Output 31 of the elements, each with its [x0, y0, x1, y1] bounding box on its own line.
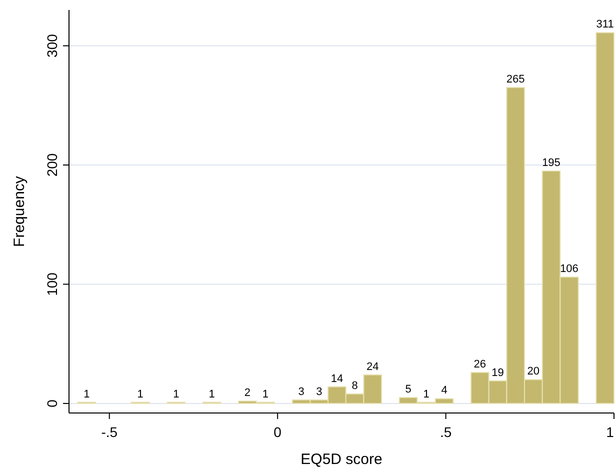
x-tick-label: -.5: [101, 424, 118, 440]
y-tick-label: 200: [44, 153, 60, 177]
data-label: 265: [506, 74, 525, 86]
data-label: 4: [441, 384, 448, 397]
data-label: 1: [173, 388, 180, 400]
x-tick-label: 1: [606, 424, 614, 440]
data-label: 24: [366, 360, 379, 373]
data-label: 1: [262, 388, 269, 400]
data-label: 5: [405, 384, 412, 396]
data-label: 1: [84, 388, 90, 400]
y-axis-title: Frequency: [11, 176, 28, 247]
data-label: 26: [474, 358, 486, 370]
x-tick-label: 0: [274, 424, 282, 440]
data-label: 3: [316, 386, 322, 398]
y-tick-label: 100: [44, 272, 60, 296]
data-label: 195: [542, 156, 560, 169]
x-tick-label: .5: [440, 424, 452, 440]
data-label: 19: [492, 366, 504, 379]
data-label: 8: [352, 380, 358, 392]
data-label: 3: [298, 386, 304, 398]
data-label: 20: [527, 366, 540, 378]
data-label: 1: [423, 388, 430, 400]
y-tick-label: 300: [44, 34, 60, 58]
data-label: 106: [560, 263, 578, 276]
data-label: 311: [596, 18, 614, 31]
x-axis-title: EQ5D score: [300, 451, 382, 468]
data-label: 1: [137, 388, 144, 400]
data-label: 2: [244, 387, 251, 400]
y-tick-label: 0: [44, 399, 60, 408]
data-label: 1: [208, 388, 215, 400]
data-label: 14: [330, 372, 344, 385]
